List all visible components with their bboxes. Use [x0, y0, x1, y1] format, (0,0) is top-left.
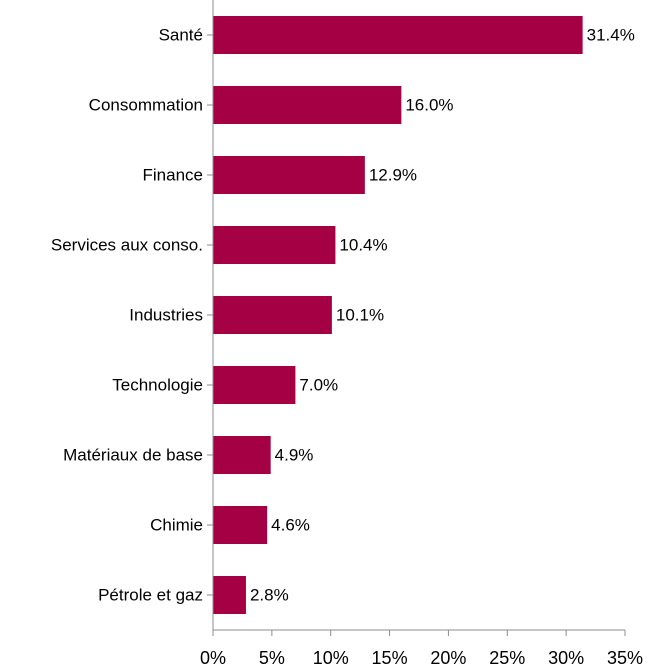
bar: [213, 576, 246, 614]
bar: [213, 366, 296, 404]
value-label: 4.6%: [271, 516, 310, 535]
x-tick-label: 15%: [372, 648, 408, 668]
x-tick-label: 0%: [200, 648, 226, 668]
bar: [213, 16, 583, 54]
category-label: Finance: [143, 166, 203, 185]
x-tick-label: 20%: [430, 648, 466, 668]
category-label: Chimie: [150, 516, 203, 535]
value-label: 16.0%: [405, 96, 453, 115]
value-labels-group: 31.4% 16.0% 12.9% 10.4% 10.1% 7.0% 4.9% 4.6% 2.8…: [250, 26, 635, 605]
axes-group: 0% 5% 10% 15% 20% 25% 30% 35%: [200, 0, 643, 668]
bar: [213, 506, 268, 544]
bar: [213, 156, 365, 194]
category-label: Santé: [159, 26, 203, 45]
bars-group: [213, 16, 583, 614]
x-tick-label: 30%: [548, 648, 584, 668]
category-label: Matériaux de base: [63, 446, 203, 465]
category-label: Services aux conso.: [51, 236, 203, 255]
bar: [213, 226, 336, 264]
bar: [213, 436, 271, 474]
bar: [213, 296, 332, 334]
value-label: 2.8%: [250, 586, 289, 605]
value-label: 7.0%: [299, 376, 338, 395]
value-label: 10.1%: [336, 306, 384, 325]
category-label: Consommation: [89, 96, 203, 115]
x-tick-label: 5%: [259, 648, 285, 668]
value-label: 10.4%: [339, 236, 387, 255]
bar: [213, 86, 402, 124]
x-tick-label: 25%: [489, 648, 525, 668]
x-tick-label: 10%: [313, 648, 349, 668]
category-label: Technologie: [112, 376, 203, 395]
x-tick-label: 35%: [607, 648, 643, 668]
value-label: 4.9%: [275, 446, 314, 465]
value-label: 12.9%: [369, 166, 417, 185]
category-labels-group: Santé Consommation Finance Services aux con…: [51, 26, 203, 605]
value-label: 31.4%: [587, 26, 635, 45]
category-label: Pétrole et gaz: [98, 586, 203, 605]
category-label: Industries: [129, 306, 203, 325]
